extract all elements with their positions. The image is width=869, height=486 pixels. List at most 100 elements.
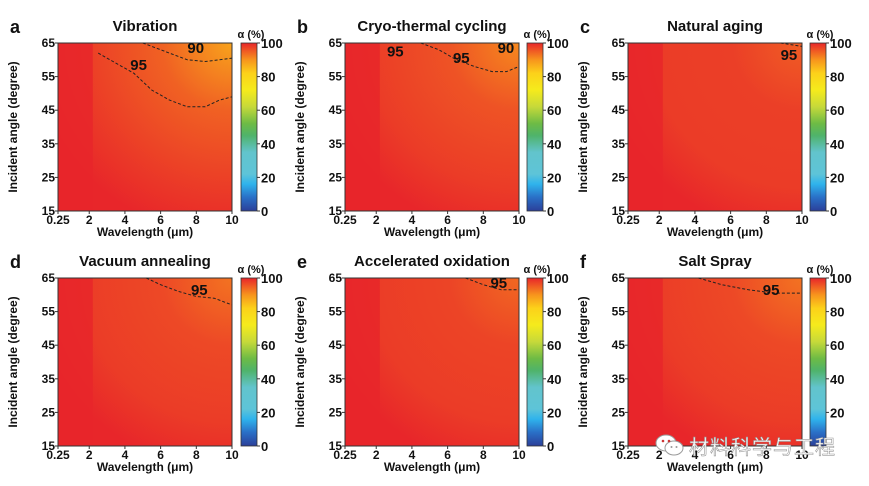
x-tick-label: 4 bbox=[409, 448, 416, 462]
y-tick-label: 55 bbox=[612, 305, 626, 319]
watermark-text: 材料科学与工程 bbox=[689, 434, 836, 459]
x-tick-label: 0.25 bbox=[616, 448, 640, 462]
colorbar bbox=[809, 277, 827, 447]
plot-frame bbox=[344, 277, 520, 447]
x-tick-label: 8 bbox=[480, 448, 487, 462]
colorbar-tick-label: 20 bbox=[261, 405, 275, 420]
x-axis-label: Wavelength (μm) bbox=[384, 460, 480, 474]
heatmap-uv-band bbox=[58, 278, 93, 446]
y-tick-label: 25 bbox=[612, 170, 626, 184]
contour-label: 90 bbox=[498, 40, 515, 57]
y-tick-label: 65 bbox=[612, 271, 626, 285]
colorbar bbox=[240, 42, 258, 212]
x-tick-label: 0.25 bbox=[333, 448, 357, 462]
y-tick-label: 15 bbox=[42, 204, 56, 218]
x-tick-label: 4 bbox=[692, 213, 699, 227]
x-tick-label: 8 bbox=[763, 213, 770, 227]
panel-letter: a bbox=[10, 17, 21, 37]
colorbar-tick-label: 0 bbox=[830, 204, 837, 219]
y-tick-label: 45 bbox=[612, 338, 626, 352]
x-tick-label: 6 bbox=[157, 213, 164, 227]
heatmap-uv-band bbox=[628, 278, 663, 446]
y-tick-label: 15 bbox=[329, 439, 343, 453]
panel-a: 90 95 0.25 2 4 6 8 10 15 25 35 45 55 65 Wavelength (μm… bbox=[6, 17, 283, 239]
heatmap-uv-band bbox=[628, 43, 663, 211]
colorbar-tick-label: 80 bbox=[830, 305, 844, 320]
colorbar-tick-label: 0 bbox=[547, 204, 554, 219]
y-tick-label: 45 bbox=[329, 338, 343, 352]
y-tick-label: 35 bbox=[612, 137, 626, 151]
panel-title: Accelerated oxidation bbox=[354, 253, 510, 270]
plot-frame bbox=[344, 42, 520, 212]
y-axis-label: Incident angle (degree) bbox=[576, 61, 590, 192]
x-tick-label: 8 bbox=[480, 213, 487, 227]
panel-title: Vibration bbox=[113, 18, 178, 35]
colorbar-tick-label: 40 bbox=[261, 372, 275, 387]
heatmap-uv-band bbox=[345, 278, 380, 446]
contour-label: 95 bbox=[387, 43, 404, 60]
y-tick-label: 65 bbox=[329, 271, 343, 285]
x-tick-label: 6 bbox=[444, 448, 451, 462]
x-tick-label: 6 bbox=[727, 213, 734, 227]
colorbar bbox=[526, 42, 544, 212]
y-tick-label: 55 bbox=[42, 305, 56, 319]
panel-letter: e bbox=[297, 252, 307, 272]
x-axis-label: Wavelength (μm) bbox=[667, 225, 763, 239]
colorbar-tick-label: 60 bbox=[261, 103, 275, 118]
colorbar bbox=[240, 277, 258, 447]
x-tick-label: 10 bbox=[225, 213, 239, 227]
y-tick-label: 35 bbox=[42, 137, 56, 151]
y-axis-label: Incident angle (degree) bbox=[6, 61, 20, 192]
plot-frame bbox=[57, 277, 233, 447]
colorbar-tick-label: 20 bbox=[830, 405, 844, 420]
y-tick-label: 15 bbox=[612, 204, 626, 218]
colorbar-tick-label: 40 bbox=[261, 137, 275, 152]
x-tick-label: 10 bbox=[512, 213, 526, 227]
plot-frame bbox=[627, 277, 803, 447]
x-axis-label: Wavelength (μm) bbox=[667, 460, 763, 474]
x-tick-label: 6 bbox=[444, 213, 451, 227]
panel-title: Cryo-thermal cycling bbox=[357, 18, 506, 35]
colorbar-tick-label: 100 bbox=[547, 271, 569, 286]
y-tick-label: 15 bbox=[612, 439, 626, 453]
x-tick-label: 10 bbox=[225, 448, 239, 462]
x-tick-label: 2 bbox=[373, 213, 380, 227]
y-tick-label: 35 bbox=[612, 372, 626, 386]
y-tick-label: 35 bbox=[42, 372, 56, 386]
x-tick-label: 0.25 bbox=[333, 213, 357, 227]
y-tick-label: 55 bbox=[329, 70, 343, 84]
y-tick-label: 45 bbox=[42, 338, 56, 352]
y-tick-label: 65 bbox=[329, 36, 343, 50]
x-tick-label: 10 bbox=[795, 448, 809, 462]
colorbar-tick-label: 20 bbox=[830, 170, 844, 185]
colorbar-tick-label: 20 bbox=[261, 170, 275, 185]
x-axis-label: Wavelength (μm) bbox=[97, 225, 193, 239]
x-tick-label: 10 bbox=[512, 448, 526, 462]
y-tick-label: 45 bbox=[612, 103, 626, 117]
colorbar-label: α (%) bbox=[238, 264, 265, 276]
y-tick-label: 25 bbox=[42, 405, 56, 419]
y-tick-label: 25 bbox=[42, 170, 56, 184]
heatmap-uv-band bbox=[58, 43, 93, 211]
panel-letter: f bbox=[580, 252, 587, 272]
x-tick-label: 2 bbox=[656, 448, 663, 462]
x-tick-label: 0.25 bbox=[46, 448, 70, 462]
colorbar-label: α (%) bbox=[807, 29, 834, 41]
y-tick-label: 25 bbox=[612, 405, 626, 419]
contour-95 bbox=[420, 42, 520, 73]
colorbar bbox=[526, 277, 544, 447]
y-tick-label: 55 bbox=[329, 305, 343, 319]
colorbar-tick-label: 0 bbox=[547, 439, 554, 454]
y-tick-label: 45 bbox=[42, 103, 56, 117]
colorbar-label: α (%) bbox=[238, 29, 265, 41]
y-tick-label: 55 bbox=[42, 70, 56, 84]
colorbar-tick-label: 100 bbox=[830, 271, 852, 286]
y-tick-label: 25 bbox=[329, 170, 343, 184]
panel-e: 95 0.25 2 4 6 8 10 15 25 35 45 55 65 Wavelength (μm) I… bbox=[293, 252, 569, 474]
panel-title: Natural aging bbox=[667, 18, 763, 35]
panel-f: 95 0.25 2 4 6 8 10 15 25 35 45 55 65 Wavelength (μm) I… bbox=[576, 252, 852, 474]
x-tick-label: 4 bbox=[409, 213, 416, 227]
x-tick-label: 0.25 bbox=[616, 213, 640, 227]
contour-label: 95 bbox=[130, 57, 147, 74]
